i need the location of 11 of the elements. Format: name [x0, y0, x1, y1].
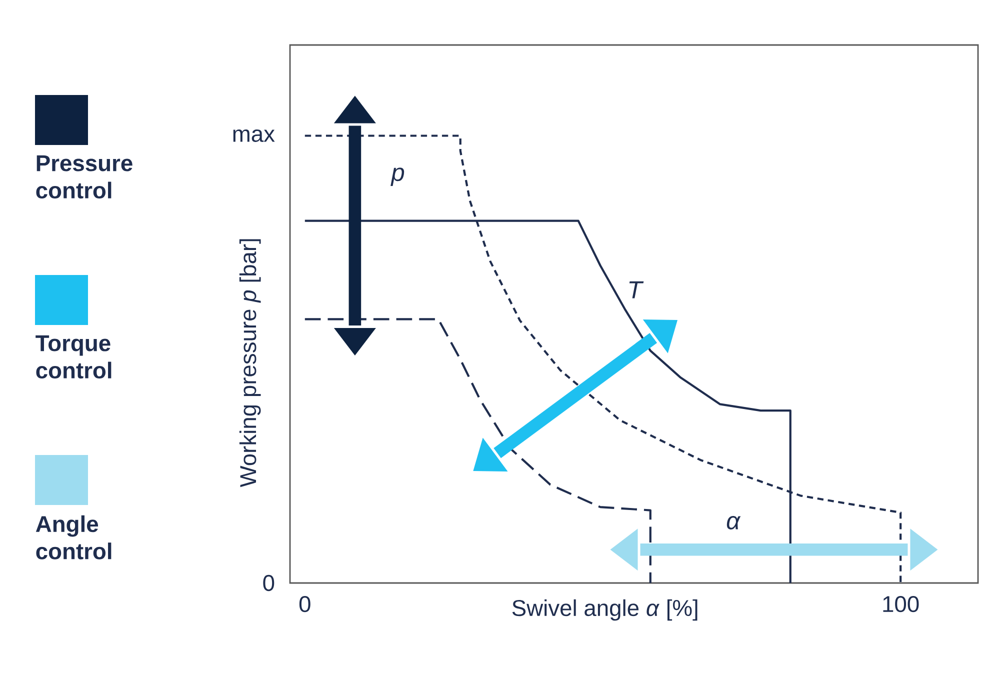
x-tick-label: 100	[883, 596, 919, 612]
legend-label: Pressure control	[36, 155, 132, 199]
text: max	[233, 130, 275, 142]
annotation: α	[726, 516, 741, 530]
legend-label: Angle control	[36, 515, 112, 560]
x-axis-title: Swivel angle α [%]	[512, 599, 698, 621]
y-axis-title: Working pressure p [bar]	[239, 239, 261, 488]
annotation: p	[390, 168, 404, 186]
text: 0	[263, 574, 274, 592]
annotation: T	[629, 281, 644, 298]
legend-label: Torque control	[36, 335, 112, 379]
